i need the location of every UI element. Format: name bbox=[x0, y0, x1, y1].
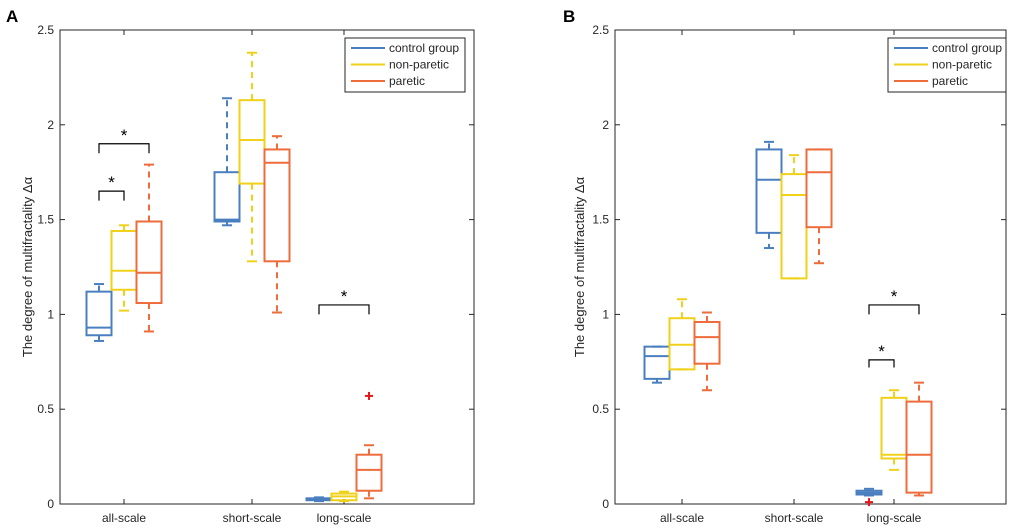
box-paretic-all-scale bbox=[693, 311, 721, 392]
y-tick-label: 1.5 bbox=[592, 213, 609, 227]
bracket-line bbox=[98, 143, 150, 154]
x-tick-label: short-scale bbox=[223, 511, 282, 525]
legend-entry: control group bbox=[932, 41, 1002, 55]
y-tick-label: 2.5 bbox=[592, 23, 609, 37]
x-tick-label: long-scale bbox=[317, 511, 372, 525]
y-tick-label: 1 bbox=[602, 307, 609, 321]
legend-entry: control group bbox=[389, 41, 459, 55]
y-tick-label: 2 bbox=[602, 118, 609, 132]
box-paretic-short-scale bbox=[263, 135, 291, 314]
box-non-paretic-all-scale bbox=[110, 224, 138, 312]
legend-entry: paretic bbox=[932, 74, 968, 88]
y-tick-label: 0.5 bbox=[592, 402, 609, 416]
y-axis-label: The degree of multifractality Δα bbox=[572, 176, 587, 357]
y-tick-label: 0 bbox=[47, 497, 54, 511]
legend: control group non-paretic paretic bbox=[887, 37, 1007, 93]
box-non-paretic-short-scale bbox=[780, 154, 808, 280]
panel-A: A 0 0.5 1 1.5 2 2.5 The degree of multifractali… bbox=[6, 7, 475, 525]
y-tick-label: 0.5 bbox=[37, 402, 54, 416]
box-iqr bbox=[805, 148, 833, 229]
significance-bracket: * bbox=[318, 287, 370, 315]
significance-star: * bbox=[878, 342, 885, 361]
box-iqr bbox=[643, 345, 671, 380]
significance-bracket: * bbox=[98, 173, 125, 201]
box-control-group-long-scale bbox=[305, 496, 333, 503]
box-control-group-short-scale bbox=[755, 140, 783, 250]
box-paretic-long-scale bbox=[905, 381, 933, 497]
legend-entry: non-paretic bbox=[389, 58, 449, 72]
y-tick-label: 1.5 bbox=[37, 213, 54, 227]
box-iqr bbox=[755, 148, 783, 234]
box-iqr bbox=[135, 220, 163, 305]
significance-star: * bbox=[108, 173, 115, 192]
box-paretic-short-scale bbox=[805, 148, 833, 265]
box-control-group-all-scale bbox=[85, 283, 113, 342]
box-iqr bbox=[355, 453, 383, 492]
box-non-paretic-long-scale bbox=[880, 389, 908, 471]
box-paretic-long-scale bbox=[355, 391, 383, 500]
significance-star: * bbox=[891, 287, 898, 306]
box-non-paretic-short-scale bbox=[238, 51, 266, 263]
y-tick-label: 1 bbox=[47, 307, 54, 321]
x-tick-label: long-scale bbox=[867, 511, 922, 525]
panel-B: B 0 0.5 1 1.5 2 2.5 The degree of multifractali… bbox=[563, 7, 1007, 525]
bracket-line bbox=[318, 304, 370, 315]
box-iqr bbox=[85, 290, 113, 337]
box-iqr bbox=[880, 396, 908, 460]
box-iqr bbox=[905, 400, 933, 494]
significance-bracket: * bbox=[868, 287, 920, 315]
x-tick-label: all-scale bbox=[102, 511, 146, 525]
axes-frame bbox=[614, 29, 1007, 505]
box-iqr bbox=[263, 148, 291, 263]
axes-frame bbox=[59, 29, 475, 505]
box-paretic-all-scale bbox=[135, 163, 163, 333]
legend-entry: non-paretic bbox=[932, 58, 992, 72]
y-tick-label: 2 bbox=[47, 118, 54, 132]
box-non-paretic-all-scale bbox=[668, 298, 696, 371]
significance-star: * bbox=[121, 126, 128, 145]
outlier-marker bbox=[365, 391, 373, 400]
y-axis-label: The degree of multifractality Δα bbox=[20, 176, 35, 357]
y-tick-label: 2.5 bbox=[37, 23, 54, 37]
outlier-marker bbox=[865, 498, 873, 507]
legend: control group non-paretic paretic bbox=[344, 37, 466, 93]
box-control-group-short-scale bbox=[213, 97, 241, 227]
box-iqr bbox=[213, 171, 241, 223]
box-iqr bbox=[693, 320, 721, 365]
box-control-group-all-scale bbox=[643, 345, 671, 384]
x-tick-label: short-scale bbox=[765, 511, 824, 525]
panel-label: B bbox=[563, 7, 575, 26]
x-tick-label: all-scale bbox=[660, 511, 704, 525]
y-tick-label: 0 bbox=[602, 497, 609, 511]
panel-label: A bbox=[6, 7, 18, 26]
bracket-line bbox=[868, 304, 920, 315]
box-iqr bbox=[110, 229, 138, 291]
bracket-line bbox=[98, 190, 125, 201]
significance-star: * bbox=[341, 287, 348, 306]
legend-entry: paretic bbox=[389, 74, 425, 88]
bracket-line bbox=[868, 359, 895, 368]
box-iqr bbox=[780, 173, 808, 280]
box-iqr bbox=[238, 99, 266, 185]
significance-bracket: * bbox=[868, 342, 895, 368]
significance-bracket: * bbox=[98, 126, 150, 154]
box-control-group-long-scale bbox=[855, 487, 883, 507]
box-non-paretic-long-scale bbox=[330, 490, 358, 503]
